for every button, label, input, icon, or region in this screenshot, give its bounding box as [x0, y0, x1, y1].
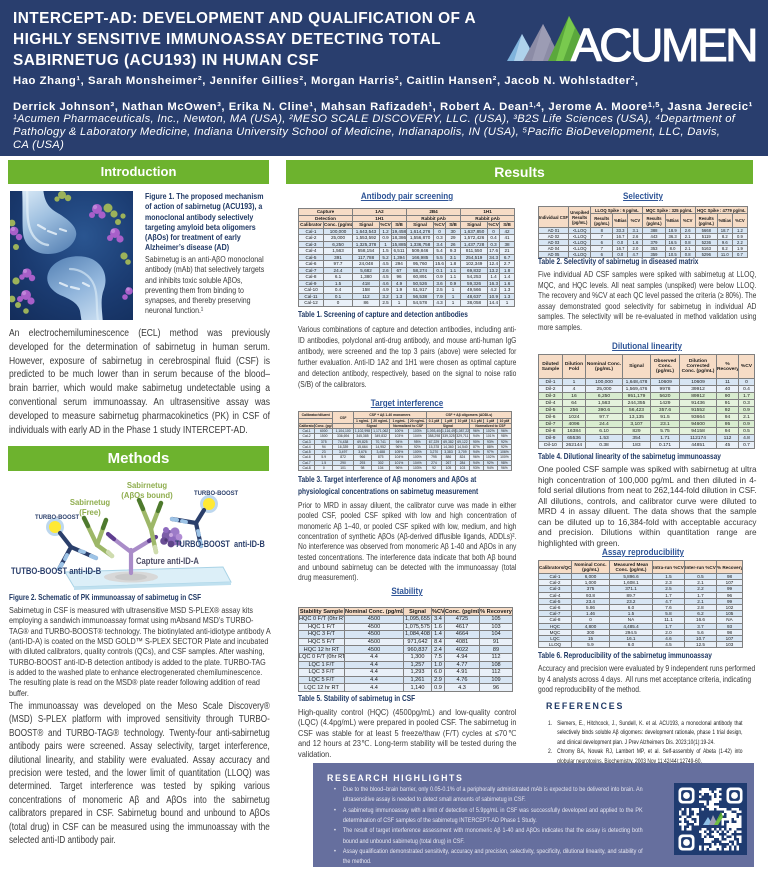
- svg-text:ACUMEN: ACUMEN: [571, 19, 759, 66]
